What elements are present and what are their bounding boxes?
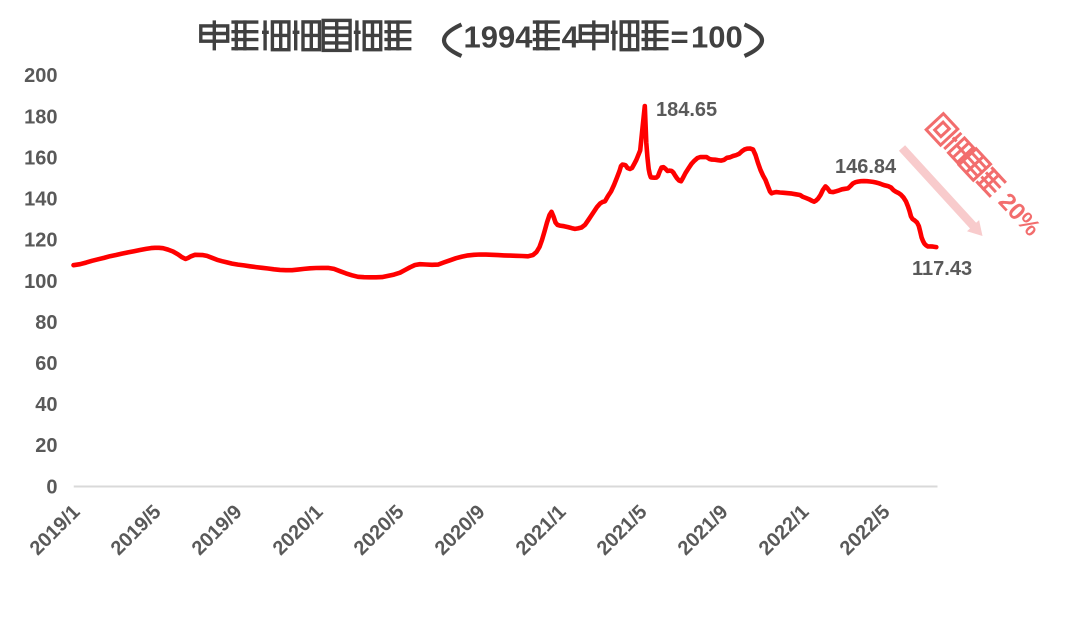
svg-text:200: 200 <box>24 65 57 87</box>
svg-text:4: 4 <box>562 19 580 54</box>
svg-text:160: 160 <box>24 147 57 169</box>
svg-text:80: 80 <box>35 312 57 334</box>
svg-text:140: 140 <box>24 189 57 211</box>
svg-text:=: = <box>671 19 689 54</box>
svg-text:120: 120 <box>24 230 57 252</box>
svg-text:60: 60 <box>35 353 57 375</box>
svg-text:180: 180 <box>24 106 57 128</box>
svg-text:0: 0 <box>46 476 57 498</box>
svg-text:146.84: 146.84 <box>835 156 897 178</box>
svg-text:184.65: 184.65 <box>656 99 717 121</box>
svg-text:100: 100 <box>691 19 743 54</box>
svg-text:20: 20 <box>35 435 57 457</box>
svg-text:1994: 1994 <box>464 19 534 54</box>
svg-text:117.43: 117.43 <box>912 258 972 280</box>
svg-text:40: 40 <box>35 394 57 416</box>
svg-text:100: 100 <box>24 271 57 293</box>
